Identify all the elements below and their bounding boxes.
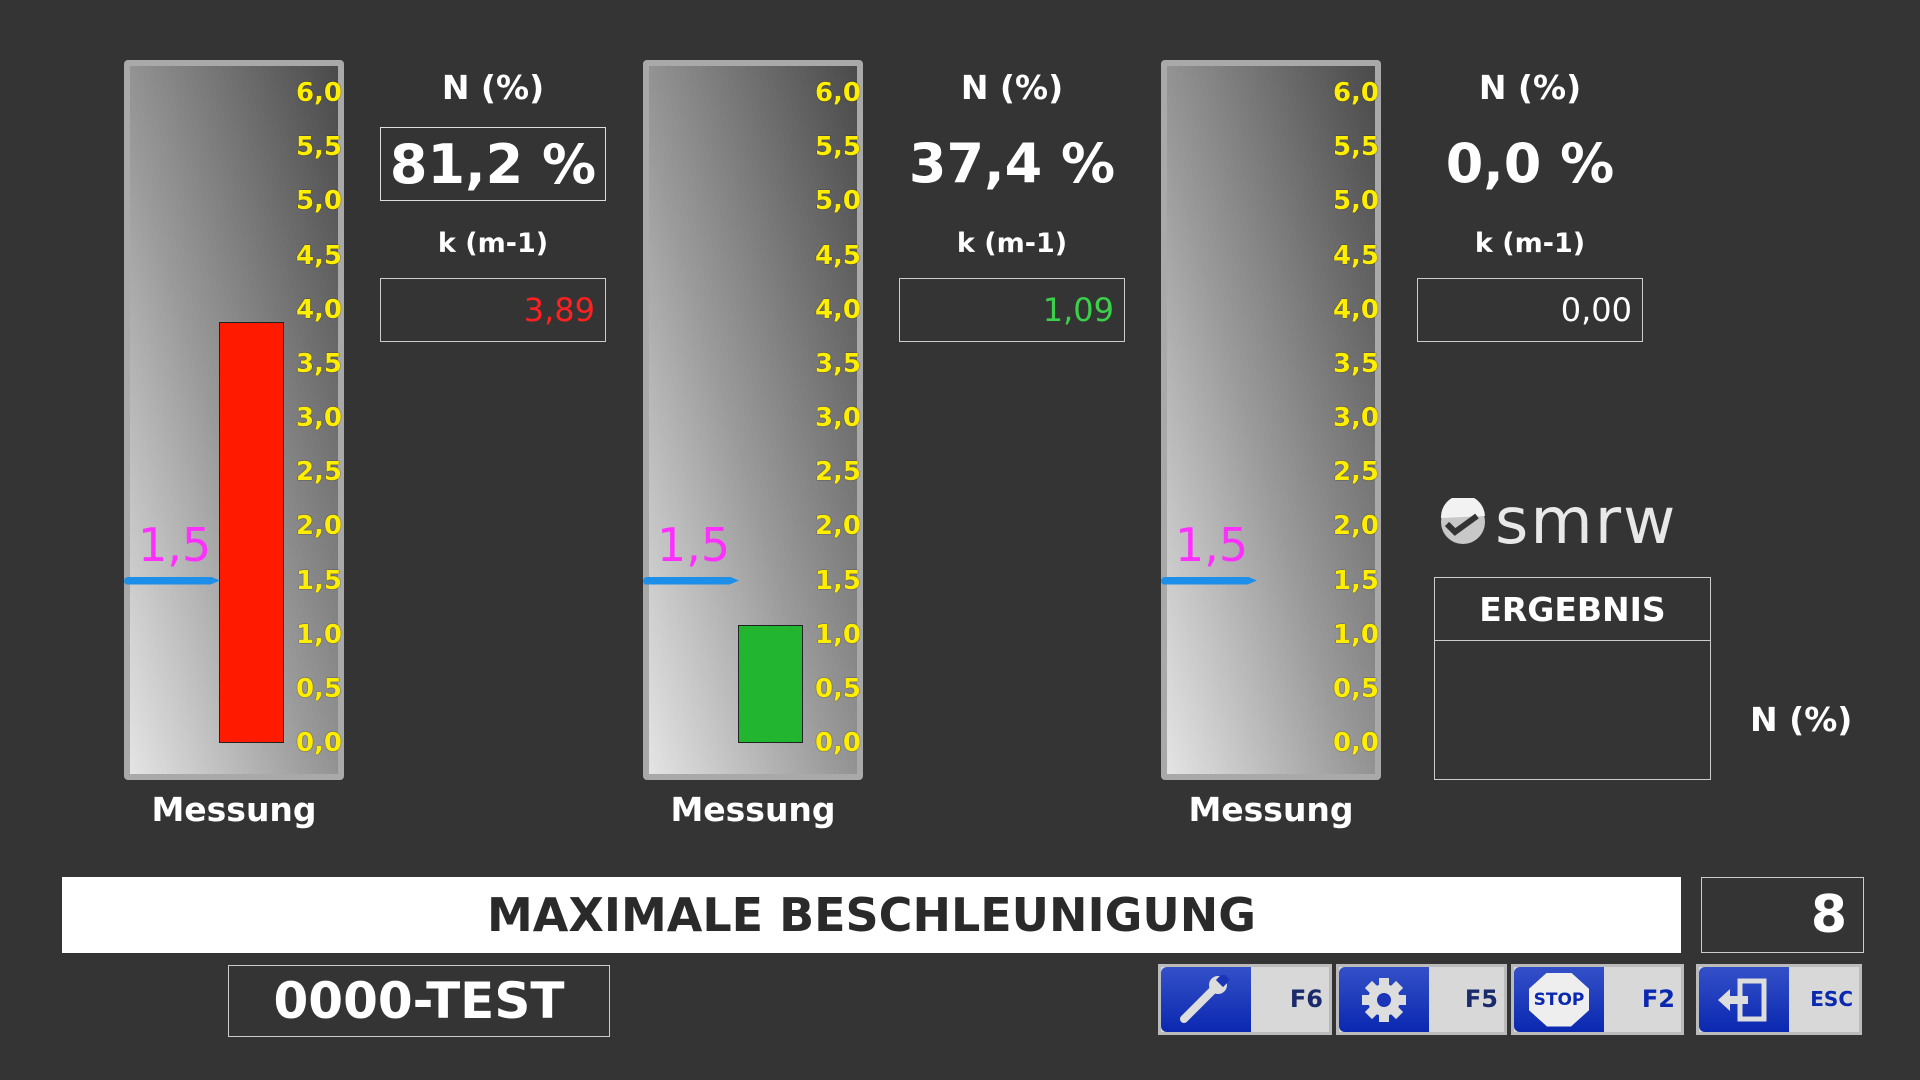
config-button[interactable]: F5 — [1336, 964, 1507, 1035]
gauge-tick-label: 0,0 — [814, 728, 861, 758]
stop-icon: STOP — [1514, 967, 1604, 1032]
n-label: N (%) — [441, 68, 545, 107]
gauge-tick-label: 2,5 — [814, 457, 861, 488]
gauge-tick-label: 6,0 — [1332, 78, 1379, 108]
k-label: k (m-1) — [1474, 228, 1586, 259]
gauge-tick-label: 0,5 — [295, 673, 342, 704]
gauge-tick-label: 2,0 — [1332, 511, 1379, 542]
result-panel: ERGEBNIS — [1434, 577, 1711, 780]
k-value: 0,00 — [1417, 278, 1643, 342]
gauge-tick-label: 1,0 — [295, 619, 342, 650]
gauge-tick-label: 3,5 — [1332, 348, 1379, 379]
gauge-tick-label: 3,0 — [1332, 403, 1379, 433]
gauge-tick-label: 1,5 — [1332, 565, 1379, 596]
k-value: 1,09 — [899, 278, 1125, 342]
gauge-tick-label: 3,0 — [295, 403, 342, 433]
n-value: 37,4 % — [908, 132, 1116, 195]
exit-icon — [1699, 967, 1789, 1032]
gauge-tick-label: 5,0 — [1332, 186, 1379, 217]
gauge-tick-label: 2,0 — [295, 511, 342, 542]
gauge-tick-label: 2,0 — [814, 511, 861, 542]
gauge-tick-label: 5,0 — [814, 186, 861, 217]
gauge-tick-label: 4,5 — [295, 240, 342, 271]
gauge-tick-label: 1,5 — [295, 565, 342, 596]
settings-tools-button[interactable]: F6 — [1158, 964, 1332, 1035]
threshold-label: 1,5 — [657, 517, 731, 572]
gauge-tick-label: 1,0 — [1332, 619, 1379, 650]
stop-button[interactable]: STOP F2 — [1511, 964, 1684, 1035]
gauge-tick-label: 5,5 — [1332, 132, 1379, 163]
threshold-marker — [1161, 576, 1257, 585]
gauge-tick-label: 4,0 — [1332, 294, 1379, 325]
gauge-1: 6,0 5,5 5,0 4,5 4,0 3,5 3,0 2,5 2,0 1,5 1,0 0,5 0,0 1… — [124, 60, 344, 780]
exit-button[interactable]: ESC — [1696, 964, 1862, 1035]
gauge-tick-label: 4,5 — [1332, 240, 1379, 271]
threshold-label: 1,5 — [1175, 517, 1249, 572]
gauge-tick-label: 4,0 — [814, 294, 861, 325]
n-value: 0,0 % — [1445, 132, 1615, 195]
counter-display: 8 — [1701, 877, 1864, 953]
n-label: N (%) — [960, 68, 1064, 107]
gauge-tick-label: 5,5 — [814, 132, 861, 163]
gauge-tick-label: 0,0 — [1332, 728, 1379, 758]
gauge-tick-label: 5,5 — [295, 132, 342, 163]
gauge-tick-label: 0,0 — [295, 728, 342, 758]
gauge-bar — [738, 624, 803, 743]
n-label: N (%) — [1478, 68, 1582, 107]
gauge-caption: Messung — [670, 790, 836, 829]
wrench-icon — [1161, 967, 1251, 1032]
gauge-tick-label: 2,5 — [295, 457, 342, 488]
gauge-tick-label: 0,5 — [814, 673, 861, 704]
gauge-tick-label: 6,0 — [295, 78, 342, 108]
gauge-background — [1167, 66, 1375, 774]
k-value: 3,89 — [380, 278, 606, 342]
test-id-display: 0000-TEST — [228, 965, 610, 1037]
threshold-label: 1,5 — [138, 517, 212, 572]
gauge-tick-label: 1,5 — [814, 565, 861, 596]
gauge-tick-label: 2,5 — [1332, 457, 1379, 488]
gauge-tick-label: 6,0 — [814, 78, 861, 108]
threshold-marker — [643, 576, 739, 585]
gauge-tick-label: 1,0 — [814, 619, 861, 650]
gauge-caption: Messung — [1188, 790, 1354, 829]
gauge-tick-label: 3,5 — [814, 348, 861, 379]
k-label: k (m-1) — [437, 228, 549, 259]
gear-icon — [1339, 967, 1429, 1032]
k-label: k (m-1) — [956, 228, 1068, 259]
gauge-tick-label: 5,0 — [295, 186, 342, 217]
n-value: 81,2 % — [380, 127, 606, 201]
gauge-caption: Messung — [151, 790, 317, 829]
threshold-marker — [124, 576, 220, 585]
gauge-3: 6,0 5,5 5,0 4,5 4,0 3,5 3,0 2,5 2,0 1,5 1,0 0,5 0,0 1… — [1161, 60, 1381, 780]
logo-check-icon — [1440, 498, 1485, 544]
gauge-2: 6,0 5,5 5,0 4,5 4,0 3,5 3,0 2,5 2,0 1,5 1,0 0,5 0,0 1… — [643, 60, 863, 780]
result-n-label: N (%) — [1750, 700, 1853, 739]
gauge-tick-label: 4,5 — [814, 240, 861, 271]
gauge-tick-label: 3,0 — [814, 403, 861, 433]
result-title: ERGEBNIS — [1435, 578, 1710, 641]
logo: smrw — [1439, 485, 1678, 559]
logo-text: smrw — [1495, 485, 1678, 559]
gauge-bar — [219, 321, 284, 743]
test-title-banner: MAXIMALE BESCHLEUNIGUNG — [62, 877, 1681, 953]
gauge-tick-label: 0,5 — [1332, 673, 1379, 704]
gauge-tick-label: 4,0 — [295, 294, 342, 325]
gauge-tick-label: 3,5 — [295, 348, 342, 379]
